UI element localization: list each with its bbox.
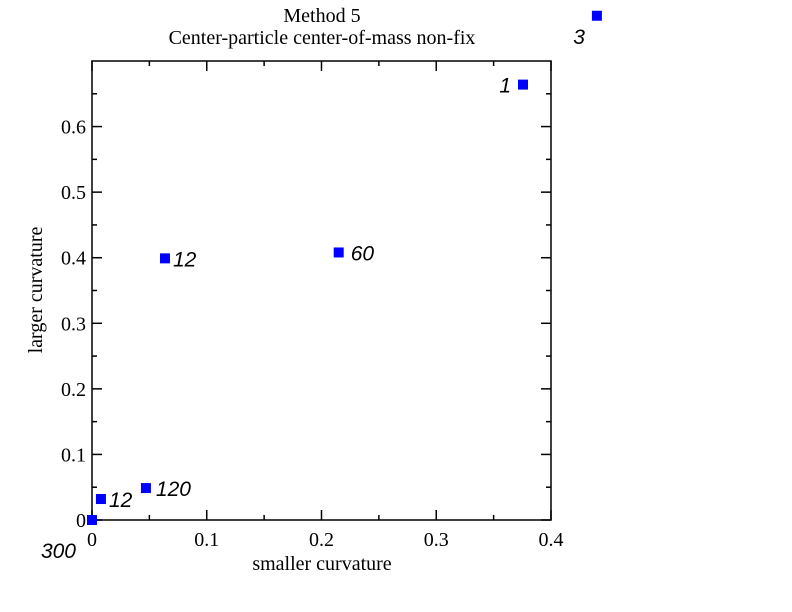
- y-tick-label: 0.4: [61, 248, 86, 270]
- y-tick-label: 0.3: [61, 313, 86, 335]
- plot-frame: [91, 60, 552, 521]
- y-tick-label: 0.6: [61, 117, 86, 139]
- point: [591, 10, 602, 21]
- point: [87, 515, 97, 525]
- x-tick-label: 0: [87, 529, 97, 551]
- point-label: 1: [499, 75, 511, 98]
- x-tick-label: 0.3: [424, 529, 449, 551]
- y-axis-label: larger curvature: [25, 226, 47, 353]
- x-tick-label: 0.2: [309, 529, 334, 551]
- point: [333, 247, 344, 258]
- point-label: 120: [156, 478, 191, 501]
- point: [159, 253, 170, 264]
- chart-title: Method 5: [283, 5, 360, 27]
- point-label: 300: [41, 540, 76, 563]
- y-tick-label: 0.5: [61, 182, 86, 204]
- point: [95, 494, 106, 505]
- point: [140, 483, 151, 494]
- y-tick-label: 0: [76, 510, 86, 532]
- x-axis-label: smaller curvature: [252, 553, 391, 575]
- x-tick-label: 0.1: [194, 529, 219, 551]
- point-label: 12: [109, 489, 133, 512]
- y-tick-label: 0.2: [61, 379, 86, 401]
- y-tick-label: 0.1: [61, 444, 86, 466]
- point-label: 12: [173, 248, 197, 271]
- point: [518, 79, 529, 90]
- point-label: 3: [573, 26, 585, 49]
- x-tick-label: 0.4: [539, 529, 564, 551]
- chart-subtitle: Center-particle center-of-mass non-fix: [169, 27, 476, 49]
- point-label: 60: [351, 242, 375, 265]
